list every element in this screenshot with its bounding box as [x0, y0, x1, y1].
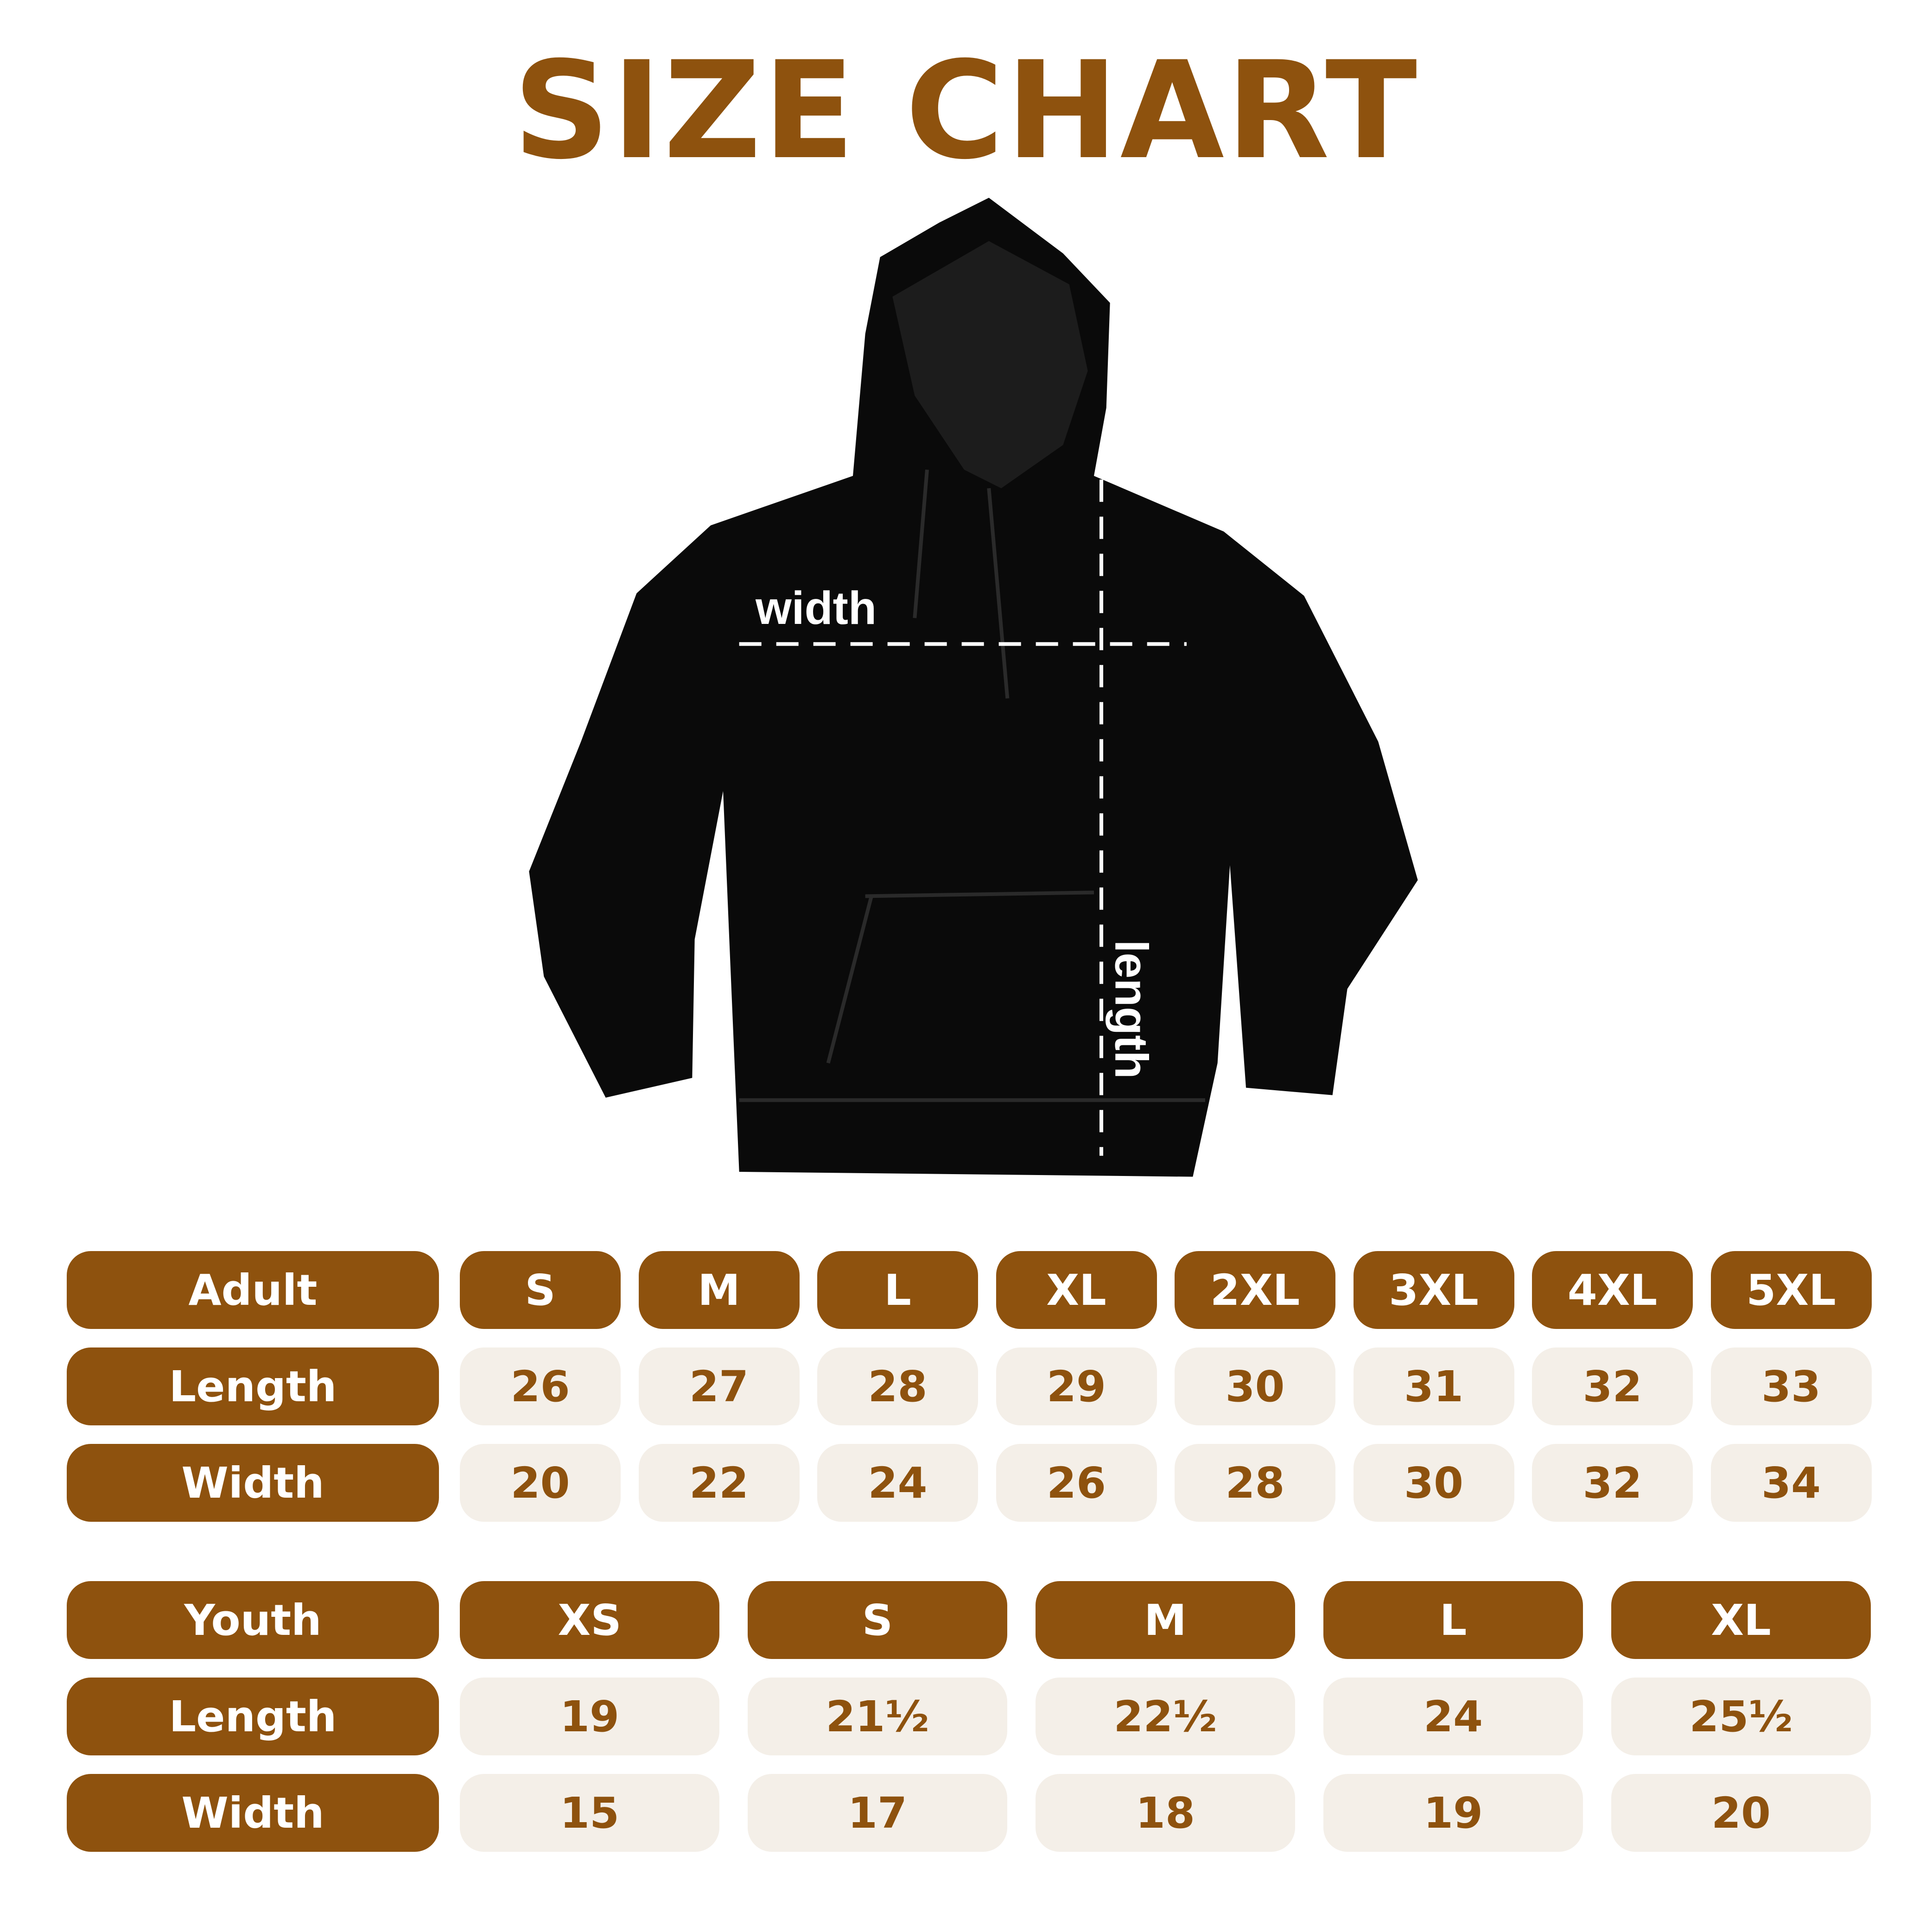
- adult-measure-cell: 24: [817, 1444, 978, 1522]
- adult-size-header: L: [817, 1251, 978, 1329]
- adult-header-label: Adult: [67, 1251, 439, 1329]
- adult-size-header: 4XL: [1532, 1251, 1693, 1329]
- adult-measure-cell: 26: [460, 1347, 621, 1425]
- adult-measure-cell: 29: [996, 1347, 1157, 1425]
- youth-size-header: L: [1323, 1581, 1583, 1659]
- adult-measure-cell: 27: [638, 1347, 800, 1425]
- adult-size-header: 3XL: [1353, 1251, 1514, 1329]
- adult-measure-cell: 26: [996, 1444, 1157, 1522]
- adult-size-header: M: [638, 1251, 800, 1329]
- youth-measure-cell: 19: [460, 1678, 719, 1755]
- adult-measure-cell: 34: [1710, 1444, 1872, 1522]
- youth-size-header: M: [1036, 1581, 1295, 1659]
- youth-measure-cell: 15: [460, 1774, 719, 1852]
- adult-size-header: S: [460, 1251, 621, 1329]
- youth-size-header: S: [748, 1581, 1007, 1659]
- youth-size-header: XL: [1611, 1581, 1871, 1659]
- adult-row-label: Width: [67, 1444, 439, 1522]
- adult-measure-cell: 33: [1710, 1347, 1872, 1425]
- youth-row-label: Length: [67, 1678, 439, 1755]
- adult-measure-cell: 30: [1353, 1444, 1514, 1522]
- adult-measure-cell: 22: [638, 1444, 800, 1522]
- width-label: width: [756, 582, 877, 634]
- youth-measure-cell: 19: [1323, 1774, 1583, 1852]
- adult-size-header: 2XL: [1175, 1251, 1335, 1329]
- youth-row-label: Width: [67, 1774, 439, 1852]
- youth-measure-cell: 22½: [1036, 1678, 1295, 1755]
- adult-row-label: Length: [67, 1347, 439, 1425]
- adult-size-header: 5XL: [1710, 1251, 1872, 1329]
- adult-measure-cell: 28: [817, 1347, 978, 1425]
- youth-measure-cell: 17: [748, 1774, 1007, 1852]
- youth-measure-cell: 24: [1323, 1678, 1583, 1755]
- youth-measure-cell: 20: [1611, 1774, 1871, 1852]
- length-label: length: [1105, 940, 1157, 1079]
- adult-measure-cell: 28: [1175, 1444, 1335, 1522]
- page-title: SIZE CHART: [513, 33, 1419, 189]
- youth-header-label: Youth: [67, 1581, 439, 1659]
- adult-size-header: XL: [996, 1251, 1157, 1329]
- youth-size-header: XS: [460, 1581, 719, 1659]
- adult-measure-cell: 32: [1532, 1347, 1693, 1425]
- youth-measure-cell: 21½: [748, 1678, 1007, 1755]
- youth-measure-cell: 25½: [1611, 1678, 1871, 1755]
- hoodie-image: [529, 197, 1418, 1177]
- adult-measure-cell: 20: [460, 1444, 621, 1522]
- youth-measure-cell: 18: [1036, 1774, 1295, 1852]
- adult-measure-cell: 31: [1353, 1347, 1514, 1425]
- adult-measure-cell: 30: [1175, 1347, 1335, 1425]
- adult-measure-cell: 32: [1532, 1444, 1693, 1522]
